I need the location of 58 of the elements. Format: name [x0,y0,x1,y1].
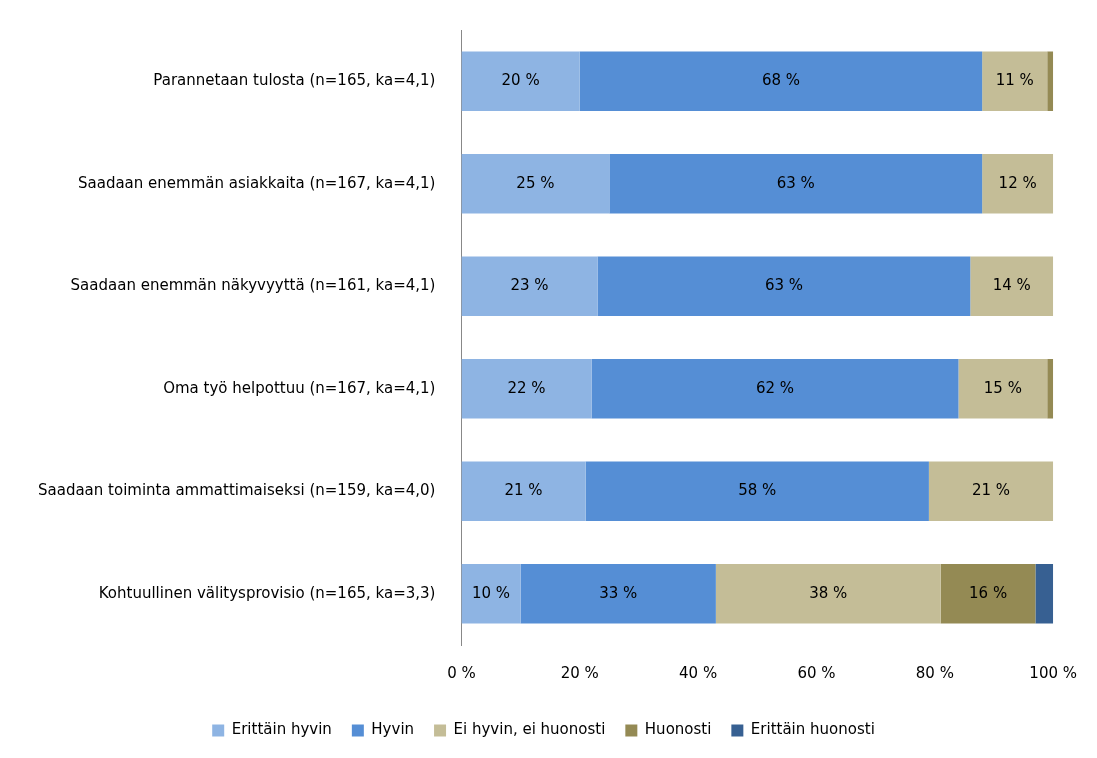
bar [520,564,716,624]
y-tick-label: Saadaan enemmän asiakkaita (n=167, ka=4,1) [78,173,436,192]
bar [597,256,971,316]
data-label: 16 % [969,583,1008,602]
bar [609,154,983,214]
x-tick-label: 100 % [1029,663,1077,682]
bar [1035,564,1054,624]
x-tick-label: 60 % [797,663,836,682]
data-label: 68 % [761,71,801,90]
y-tick-label: Saadaan toiminta ammattimaiseksi (n=159, ka=4,0) [37,481,436,500]
data-label: 23 % [510,276,549,295]
y-tick-label: Saadaan enemmän näkyvyyttä (n=161, ka=4,1) [70,276,436,295]
bar [461,564,521,624]
x-tick-label: 20 % [560,663,599,682]
data-label: 58 % [738,481,777,500]
bar [461,51,580,111]
bar [461,154,610,214]
bar [461,359,592,419]
bar [928,461,1054,521]
data-label: 22 % [507,378,546,397]
data-label: 38 % [809,583,848,602]
bar [1047,359,1054,419]
bar [579,51,983,111]
data-label: 63 % [776,173,815,192]
bar [585,461,929,521]
legend-label: Huonosti [644,720,712,739]
data-label: 21 % [504,481,543,500]
data-label: 33 % [599,583,638,602]
bar [461,256,598,316]
legend-label: Ei hyvin, ei huonosti [453,720,606,739]
data-label: 14 % [992,276,1031,295]
y-tick-label: Parannetaan tulosta (n=165, ka=4,1) [153,71,436,90]
data-label: 10 % [471,583,511,602]
bar [940,564,1036,624]
data-label: 62 % [755,378,795,397]
y-tick-label: Oma työ helpottuu (n=167, ka=4,1) [163,378,436,397]
data-label: 21 % [971,481,1011,500]
data-label: 25 % [516,173,555,192]
x-tick-label: 80 % [915,663,954,682]
bar [715,564,941,624]
bar [591,359,959,419]
data-label: 63 % [764,276,803,295]
x-tick-label: 40 % [679,663,718,682]
data-label: 12 % [998,173,1037,192]
bar [461,461,586,521]
bar [982,51,1048,111]
data-label: 11 % [995,71,1034,90]
data-label: 20 % [501,71,540,90]
data-label: 15 % [983,378,1022,397]
y-tick-label: Kohtuullinen välitysprovisio (n=165, ka=3,3) [98,583,436,602]
legend-label: Erittäin huonosti [750,720,875,739]
x-tick-label: 0 % [447,663,476,682]
bar [958,359,1048,419]
bar [970,256,1054,316]
bar [1047,51,1054,111]
legend-label: Hyvin [371,720,415,739]
bar [982,154,1054,214]
legend-label: Erittäin hyvin [231,720,332,739]
